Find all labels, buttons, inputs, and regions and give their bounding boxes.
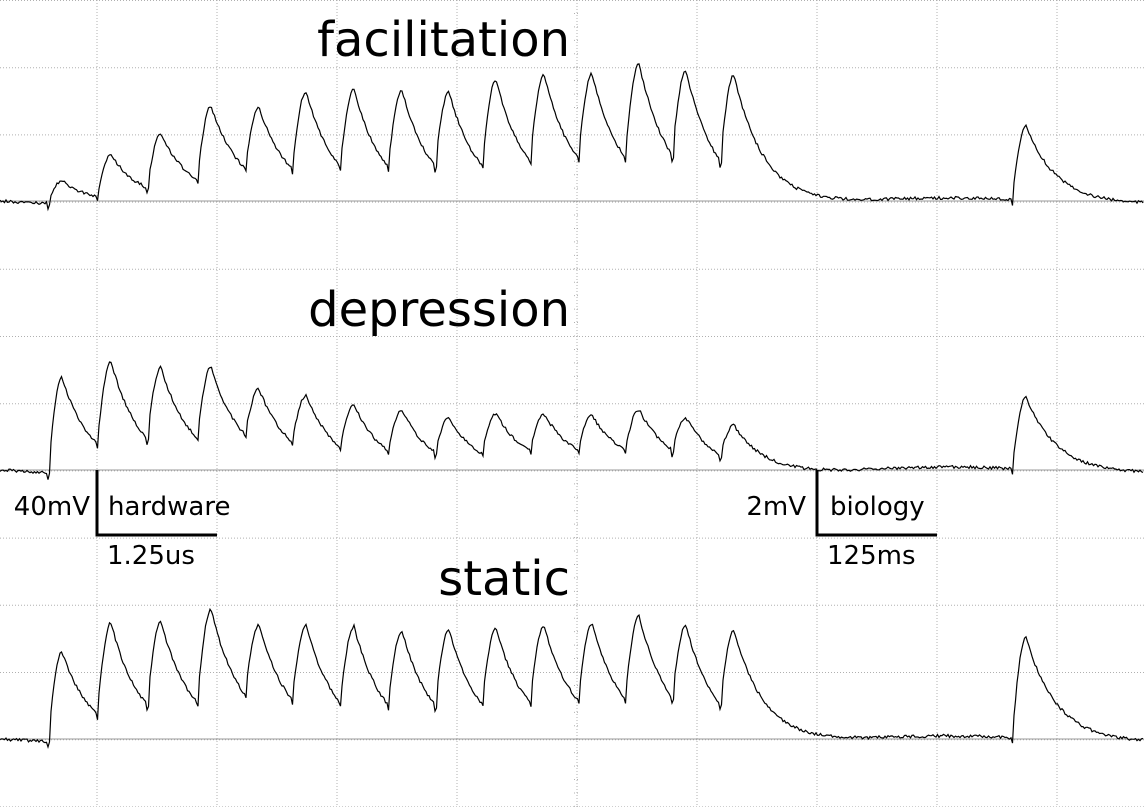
scale-bar [815,470,937,537]
trace-label: static [438,551,570,607]
scale-domain: hardware [108,492,230,522]
traces [0,63,1144,750]
trace [0,607,1144,750]
scale-domain: biology [830,492,925,522]
scale-time: 125ms [827,541,916,571]
trace-label: depression [308,282,570,338]
scale-voltage: 40mV [14,492,90,522]
scale-bar [95,470,217,537]
scale-time: 1.25us [107,541,195,571]
scale-voltage: 2mV [746,492,806,522]
trace-label: facilitation [317,12,570,68]
trace [0,63,1144,212]
trace [0,361,1144,480]
